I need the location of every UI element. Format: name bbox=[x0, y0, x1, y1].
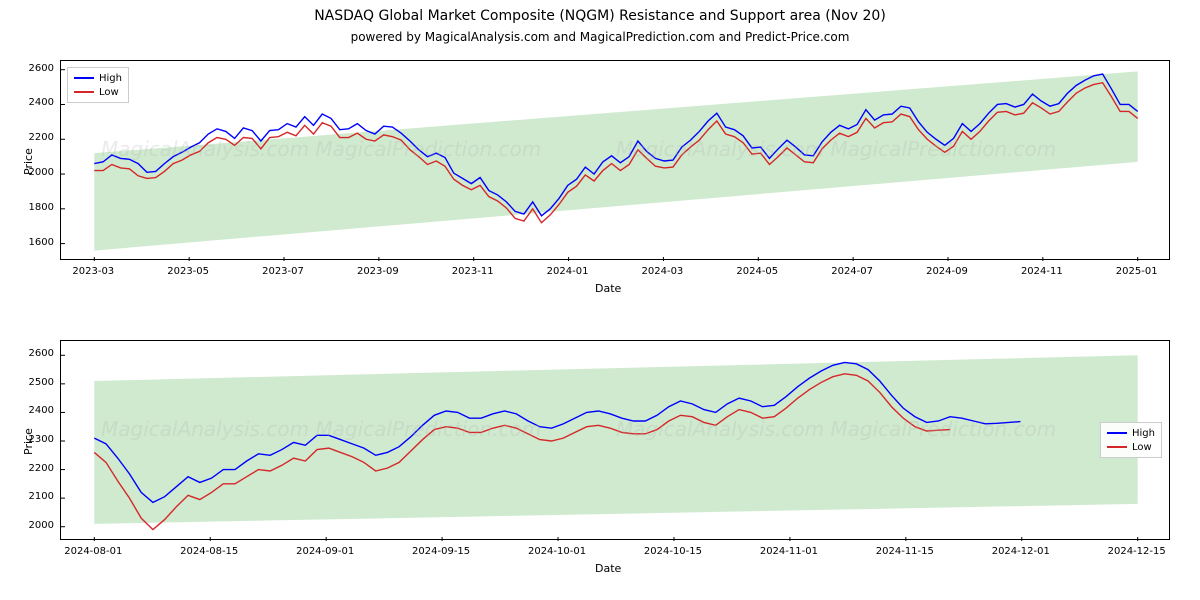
xtick-label: 2023-09 bbox=[343, 266, 413, 277]
ytick-label: 2000 bbox=[14, 167, 54, 178]
xtick-label: 2024-08-01 bbox=[58, 546, 128, 557]
xtick-label: 2024-05 bbox=[722, 266, 792, 277]
legend-label-low: Low bbox=[99, 87, 119, 98]
xtick-label: 2024-12-01 bbox=[986, 546, 1056, 557]
xtick-label: 2024-10-01 bbox=[522, 546, 592, 557]
xtick-label: 2024-09-01 bbox=[290, 546, 360, 557]
ytick-label: 2500 bbox=[14, 377, 54, 388]
bottom-chart-svg bbox=[61, 341, 1171, 541]
ytick-label: 1600 bbox=[14, 237, 54, 248]
figure: NASDAQ Global Market Composite (NQGM) Re… bbox=[0, 0, 1200, 600]
xtick-label: 2024-01 bbox=[533, 266, 603, 277]
xtick-label: 2025-01 bbox=[1102, 266, 1172, 277]
legend-row-high: High bbox=[74, 71, 122, 85]
xtick-label: 2023-07 bbox=[248, 266, 318, 277]
xtick-label: 2024-11-01 bbox=[754, 546, 824, 557]
xtick-label: 2024-08-15 bbox=[174, 546, 244, 557]
chart-subtitle: powered by MagicalAnalysis.com and Magic… bbox=[0, 30, 1200, 44]
legend-row-low: Low bbox=[74, 85, 122, 99]
xtick-label: 2023-03 bbox=[58, 266, 128, 277]
ytick-label: 2300 bbox=[14, 434, 54, 445]
ytick-label: 2200 bbox=[14, 132, 54, 143]
xtick-label: 2023-05 bbox=[153, 266, 223, 277]
legend-line-low bbox=[74, 91, 94, 93]
xtick-label: 2024-10-15 bbox=[638, 546, 708, 557]
xtick-label: 2024-03 bbox=[627, 266, 697, 277]
legend-line-high bbox=[74, 77, 94, 79]
chart-title: NASDAQ Global Market Composite (NQGM) Re… bbox=[0, 8, 1200, 24]
legend-top: High Low bbox=[67, 67, 129, 103]
xtick-label: 2024-09 bbox=[912, 266, 982, 277]
legend-label-high: High bbox=[1132, 428, 1155, 439]
bottom-subplot: MagicalAnalysis.com MagicalPrediction.co… bbox=[60, 340, 1170, 540]
legend-line-low bbox=[1107, 446, 1127, 448]
ytick-label: 1800 bbox=[14, 202, 54, 213]
legend-row-high: High bbox=[1107, 426, 1155, 440]
ytick-label: 2200 bbox=[14, 463, 54, 474]
ytick-label: 2000 bbox=[14, 520, 54, 531]
legend-row-low: Low bbox=[1107, 440, 1155, 454]
xtick-label: 2024-12-15 bbox=[1102, 546, 1172, 557]
top-chart-svg bbox=[61, 61, 1171, 261]
legend-bottom: High Low bbox=[1100, 422, 1162, 458]
legend-label-low: Low bbox=[1132, 442, 1152, 453]
ytick-label: 2600 bbox=[14, 63, 54, 74]
legend-label-high: High bbox=[99, 73, 122, 84]
xtick-label: 2024-07 bbox=[817, 266, 887, 277]
xtick-label: 2024-11-15 bbox=[870, 546, 940, 557]
xtick-label: 2023-11 bbox=[438, 266, 508, 277]
ytick-label: 2600 bbox=[14, 348, 54, 359]
xtick-label: 2024-09-15 bbox=[406, 546, 476, 557]
top-subplot: High Low MagicalAnalysis.com MagicalPred… bbox=[60, 60, 1170, 260]
xlabel-bottom: Date bbox=[595, 562, 621, 575]
xlabel-top: Date bbox=[595, 282, 621, 295]
legend-line-high bbox=[1107, 432, 1127, 434]
xtick-label: 2024-11 bbox=[1007, 266, 1077, 277]
ytick-label: 2100 bbox=[14, 491, 54, 502]
ytick-label: 2400 bbox=[14, 97, 54, 108]
ytick-label: 2400 bbox=[14, 405, 54, 416]
